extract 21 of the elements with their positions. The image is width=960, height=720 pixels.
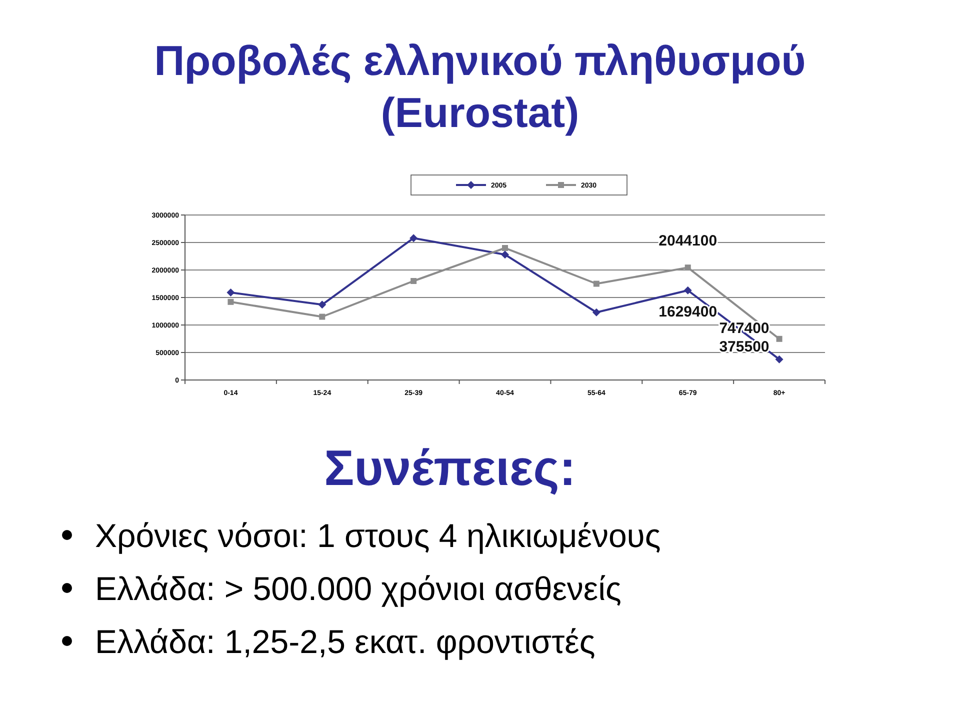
point — [502, 245, 508, 251]
point — [319, 314, 326, 320]
point — [776, 336, 782, 342]
point — [410, 278, 417, 284]
text: Ελλάδα: 1,25-2,5 εκατ. φροντιστές — [95, 623, 596, 660]
point — [318, 300, 326, 309]
point — [226, 288, 235, 297]
data-label: 2044100 — [658, 232, 718, 250]
text: Χρόνιες νόσοι: 1 στους 4 ηλικιωμένους — [95, 517, 661, 554]
point — [593, 280, 600, 287]
chart-title: Προβολές ελληνικού πληθυσμού (Eurostat) — [154, 37, 806, 136]
text: Ελλάδα: > 500.000 χρόνιοι ασθενείς — [95, 570, 622, 607]
data-label: 1629400 — [658, 303, 718, 320]
point — [775, 355, 784, 364]
point — [501, 250, 509, 259]
point — [592, 308, 600, 316]
point — [684, 264, 691, 271]
point — [410, 234, 418, 242]
point — [228, 298, 234, 305]
point — [684, 286, 692, 294]
text: Συνέπειες: — [324, 440, 576, 496]
